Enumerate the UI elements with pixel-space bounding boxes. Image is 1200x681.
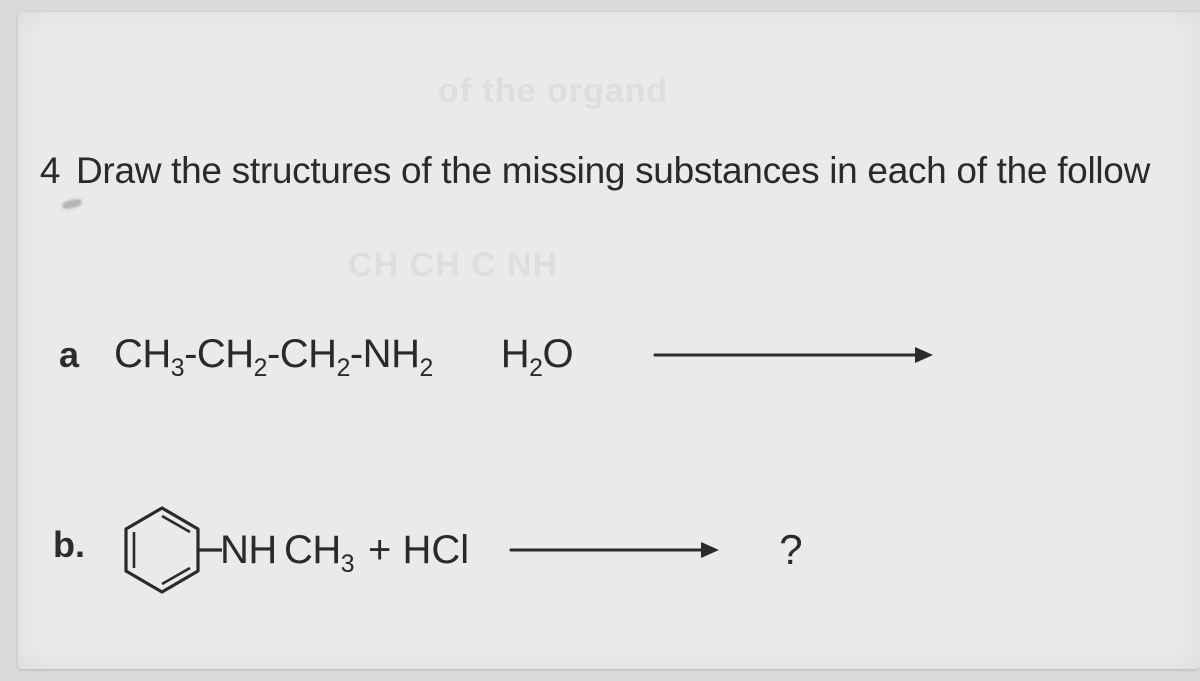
- part-a-arrow: [653, 343, 933, 367]
- part-b-row: b. NHCH3 + HCl ?: [24, 502, 1200, 598]
- part-a-reactant: CH3-CH2-CH2-NH2: [114, 332, 433, 377]
- part-b-label: b.: [24, 502, 114, 566]
- question-text: Draw the structures of the missing subst…: [76, 150, 1150, 192]
- ghost-bleed-1: of the organd: [438, 72, 668, 111]
- part-a-reagent: H2O: [501, 332, 573, 377]
- part-b-arrow: [509, 538, 719, 562]
- part-b-plus-hcl: + HCl: [368, 528, 469, 573]
- part-b-content: NHCH3 + HCl ?: [114, 502, 803, 598]
- part-a-row: a CH3-CH2-CH2-NH2 H2O: [24, 332, 1200, 377]
- smudge-mark: [61, 198, 82, 211]
- part-a-label: a: [24, 334, 114, 376]
- question-header: 4 Draw the structures of the missing sub…: [24, 150, 1200, 192]
- question-number: 4: [24, 150, 76, 192]
- part-b-substituent: NHCH3: [220, 528, 354, 573]
- benzene-icon: [114, 502, 224, 598]
- part-b-product-unknown: ?: [779, 526, 802, 574]
- benzene-structure: NHCH3: [114, 502, 354, 598]
- ghost-bleed-2: CH CH C NH: [348, 246, 558, 285]
- worksheet-page: of the organd CH CH C NH 4 Draw the stru…: [18, 12, 1200, 669]
